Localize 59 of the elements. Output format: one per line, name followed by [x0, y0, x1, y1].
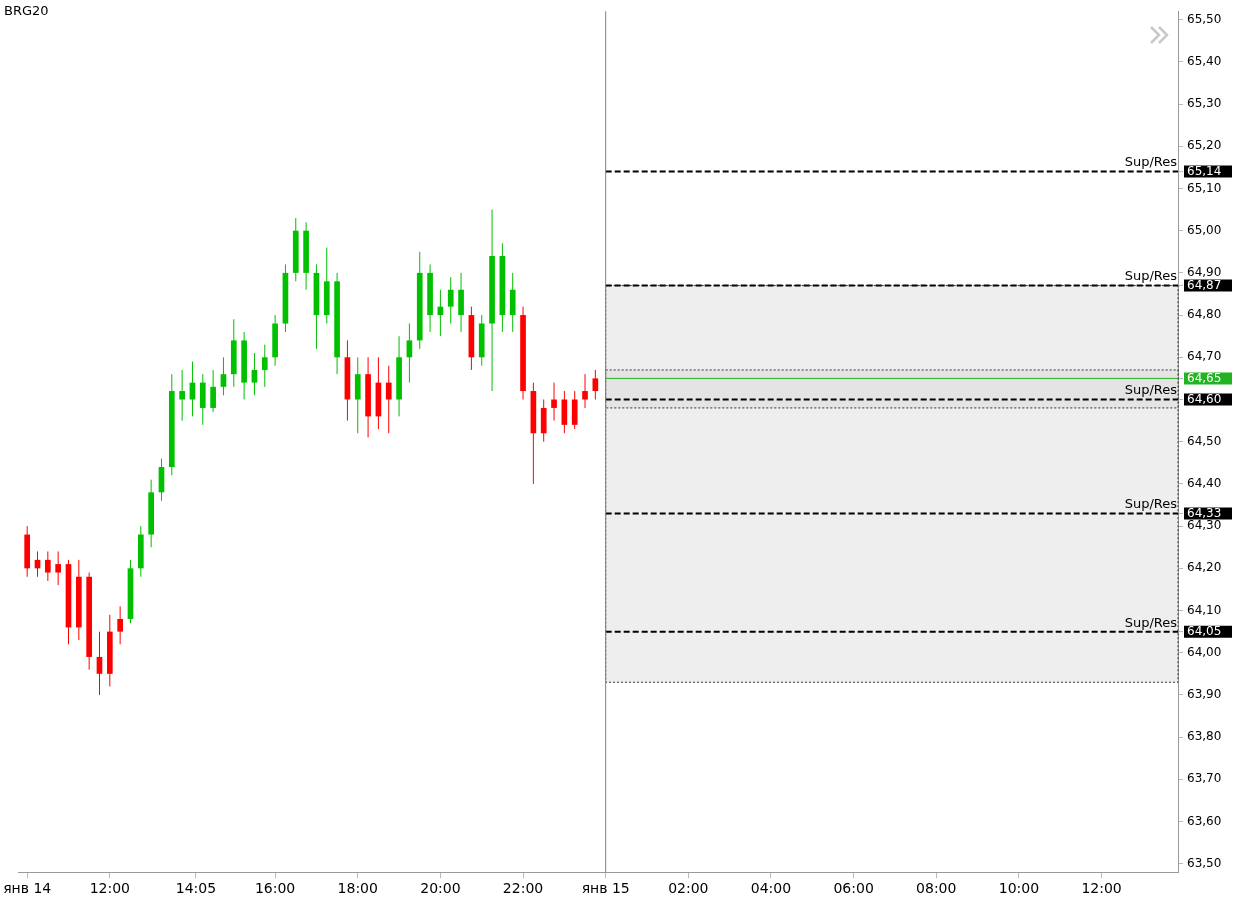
y-tick-label: 63,50	[1187, 855, 1222, 870]
y-tick-label: 64,65	[1187, 370, 1222, 385]
candlestick	[551, 382, 557, 422]
x-tick-label: 20:00	[420, 880, 461, 897]
x-tick-label: янв 14	[3, 880, 52, 897]
y-tick-label: 63,90	[1187, 687, 1222, 702]
y-tick-label: 64,20	[1187, 560, 1222, 575]
ref-line-label: Sup/Res	[1124, 382, 1178, 398]
y-tick-label: 64,87	[1187, 277, 1222, 292]
candlestick	[592, 369, 599, 400]
x-tick-label: 12:00	[89, 880, 130, 897]
y-tick-label: 65,50	[1187, 11, 1222, 26]
y-tick-label: 63,60	[1187, 813, 1222, 828]
candlestick	[261, 344, 268, 388]
x-tick-label: 12:00	[1081, 880, 1122, 897]
candlestick	[220, 356, 227, 396]
y-tick-label: 64,50	[1187, 433, 1222, 448]
ref-line-label: Sup/Res	[1124, 614, 1178, 630]
y-tick-label: 64,90	[1187, 265, 1222, 279]
y-tick-label: 65,20	[1187, 138, 1222, 153]
chart-title: BRG20	[4, 3, 49, 18]
candlestick	[117, 605, 123, 645]
candlestick	[385, 365, 392, 434]
y-tick-label: 63,70	[1187, 771, 1222, 786]
x-tick-label: 18:00	[337, 880, 378, 897]
candlestick	[210, 369, 216, 413]
y-tick-label: 64,80	[1187, 307, 1222, 322]
candlestick	[55, 550, 62, 586]
y-tick-label: 64,10	[1187, 602, 1222, 617]
x-tick-label: янв 15	[581, 880, 630, 897]
y-tick-label: 64,33	[1187, 505, 1222, 520]
x-tick-label: 16:00	[254, 880, 296, 897]
y-tick-label: 64,60	[1187, 391, 1222, 406]
x-tick-label: 22:00	[502, 880, 544, 897]
y-tick-label: 65,00	[1187, 222, 1222, 237]
y-tick-label: 64,30	[1187, 518, 1222, 533]
candlestick	[179, 369, 185, 422]
y-tick-label: 64,00	[1187, 644, 1222, 659]
y-tick-label: 63,80	[1187, 729, 1222, 744]
x-tick-label: 04:00	[750, 880, 792, 897]
x-tick-label: 06:00	[833, 880, 874, 897]
y-tick-label: 64,70	[1187, 349, 1222, 364]
x-tick-label: 02:00	[668, 880, 709, 897]
ref-line-label: Sup/Res	[1124, 154, 1178, 170]
ref-line-label: Sup/Res	[1124, 268, 1178, 284]
y-tick-label: 65,14	[1187, 163, 1222, 178]
x-tick-label: 14:05	[175, 880, 217, 897]
candlestick	[582, 373, 588, 409]
candlestick	[447, 276, 454, 325]
y-tick-label: 64,05	[1187, 623, 1222, 638]
x-tick-label: 08:00	[916, 880, 957, 897]
y-tick-label: 64,40	[1187, 476, 1222, 491]
x-tick-label: 10:00	[998, 880, 1040, 897]
y-tick-label: 65,30	[1187, 96, 1222, 111]
ref-line-label: Sup/Res	[1124, 496, 1178, 512]
y-tick-label: 65,10	[1187, 180, 1222, 195]
y-tick-label: 65,40	[1187, 53, 1222, 68]
candlestick	[251, 352, 258, 396]
candlestick	[44, 550, 51, 582]
